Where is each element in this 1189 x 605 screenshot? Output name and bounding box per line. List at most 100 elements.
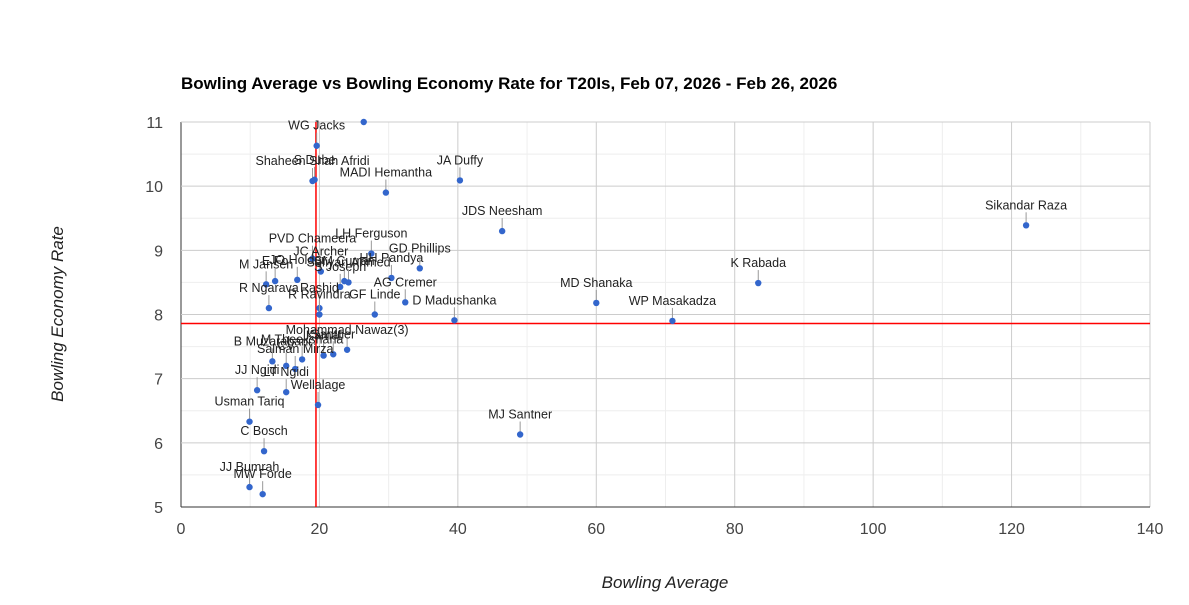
point-label: MW Forde: [234, 467, 292, 481]
data-point[interactable]: [246, 418, 253, 425]
data-point[interactable]: [516, 431, 524, 438]
y-axis-title: Bowling Economy Rate: [48, 226, 67, 402]
data-point[interactable]: [1022, 222, 1030, 229]
point-label: S Joseph: [314, 260, 366, 274]
point-label: R Ravindra: [288, 288, 351, 302]
data-point[interactable]: [669, 317, 676, 325]
point-label: Salman Mirza: [257, 342, 333, 356]
data-point[interactable]: [283, 362, 290, 370]
point-label: HH Pandya: [359, 251, 423, 265]
data-point[interactable]: [498, 227, 506, 235]
data-point[interactable]: [360, 118, 367, 126]
point-label: Sufiyan Ahmed: [306, 255, 390, 269]
data-point[interactable]: [416, 265, 423, 272]
point-label: Sikandar Raza: [985, 198, 1067, 212]
data-point[interactable]: [336, 283, 344, 291]
point-label: MADI Hemantha: [340, 166, 432, 180]
data-point[interactable]: [260, 447, 268, 455]
data-point[interactable]: [316, 311, 323, 318]
y-tick-label: 8: [154, 308, 163, 325]
point-label: B Muzarabani: [234, 334, 311, 348]
axis-ticks: 0 20 40 60 80 100 120 140 5 6 7 8 9 10 11: [145, 115, 1163, 538]
data-point[interactable]: [309, 255, 316, 262]
x-tick-label: 120: [998, 521, 1025, 538]
point-label: GD Phillips: [389, 241, 451, 255]
data-point[interactable]: [294, 276, 301, 284]
x-tick-label: 100: [860, 521, 887, 538]
point-label: MD Shanaka: [560, 276, 632, 290]
data-point[interactable]: [269, 358, 276, 365]
x-tick-label: 60: [587, 521, 605, 538]
data-point[interactable]: [283, 388, 290, 396]
data-point[interactable]: [368, 250, 375, 257]
x-tick-label: 140: [1137, 521, 1164, 538]
data-point[interactable]: [314, 401, 322, 409]
data-point[interactable]: [320, 352, 327, 359]
y-tick-label: 7: [154, 372, 163, 389]
data-point[interactable]: [311, 176, 318, 183]
data-point[interactable]: [451, 317, 458, 324]
point-label: Usman Tariq: [215, 395, 285, 409]
data-point[interactable]: [313, 142, 320, 149]
point-label: AG Cremer: [374, 275, 437, 289]
point-label: Shaheen Shah Afridi: [256, 154, 370, 168]
x-tick-label: 40: [449, 521, 467, 538]
point-label: LH Ferguson: [335, 227, 407, 241]
data-point[interactable]: [388, 274, 395, 282]
point-label: GF Linde: [349, 288, 400, 302]
point-label: Santner: [311, 327, 355, 341]
point-label: M Jansen: [239, 257, 293, 271]
point-label: JDS Neesham: [462, 204, 543, 218]
x-axis-title: Bowling Average: [602, 573, 729, 592]
data-point[interactable]: [755, 279, 762, 287]
point-label: WG Jacks: [288, 119, 345, 133]
data-point[interactable]: [271, 277, 279, 285]
data-point[interactable]: [262, 281, 270, 288]
data-point[interactable]: [371, 311, 378, 318]
data-point[interactable]: [265, 304, 273, 312]
point-label: Rashid: [300, 281, 339, 295]
y-tick-label: 10: [145, 179, 163, 196]
data-point[interactable]: [330, 351, 337, 358]
point-label: JJ Bumrah: [220, 460, 280, 474]
point-label: MJ Santner: [488, 407, 552, 421]
data-point[interactable]: [246, 483, 253, 491]
data-point[interactable]: [253, 387, 261, 394]
reference-lines: [181, 122, 1150, 507]
point-label: LT Ngidi: [264, 365, 309, 379]
chart-title: Bowling Average vs Bowling Economy Rate …: [181, 74, 837, 93]
point-label: R Ngarava: [239, 281, 299, 295]
data-point[interactable]: [382, 189, 390, 196]
grid: [180, 121, 1151, 508]
point-label: S Dube: [294, 153, 336, 167]
x-tick-label: 80: [726, 521, 744, 538]
y-tick-label: 5: [154, 500, 163, 517]
point-label: Kamal: [306, 329, 341, 343]
data-point[interactable]: [292, 365, 299, 373]
point-label: JJ Ngidi: [235, 363, 279, 377]
data-point[interactable]: [456, 177, 464, 184]
data-point[interactable]: [298, 356, 306, 363]
data-point[interactable]: [343, 346, 351, 353]
y-tick-label: 9: [154, 243, 163, 260]
point-label: PVD Chameera: [269, 232, 357, 246]
data-point[interactable]: [345, 279, 352, 286]
point-label: WP Masakadza: [629, 294, 716, 308]
data-point[interactable]: [402, 299, 409, 306]
y-tick-label: 11: [146, 115, 163, 132]
point-label: SM Curran: [314, 254, 374, 268]
point-label: C Bosch: [240, 424, 287, 438]
x-tick-label: 0: [177, 521, 186, 538]
data-point[interactable]: [317, 268, 325, 275]
point-label: Wellalage: [291, 378, 346, 392]
data-point[interactable]: [259, 490, 266, 498]
point-label: D Madushanka: [412, 293, 496, 307]
point-label: CV: [278, 339, 296, 353]
y-tick-label: 6: [154, 436, 163, 453]
data-point[interactable]: [593, 299, 600, 307]
point-label: K Rabada: [730, 256, 786, 270]
point-label: JA Duffy: [437, 153, 484, 167]
x-tick-label: 20: [311, 521, 329, 538]
point-label: E Fo: [262, 254, 288, 268]
